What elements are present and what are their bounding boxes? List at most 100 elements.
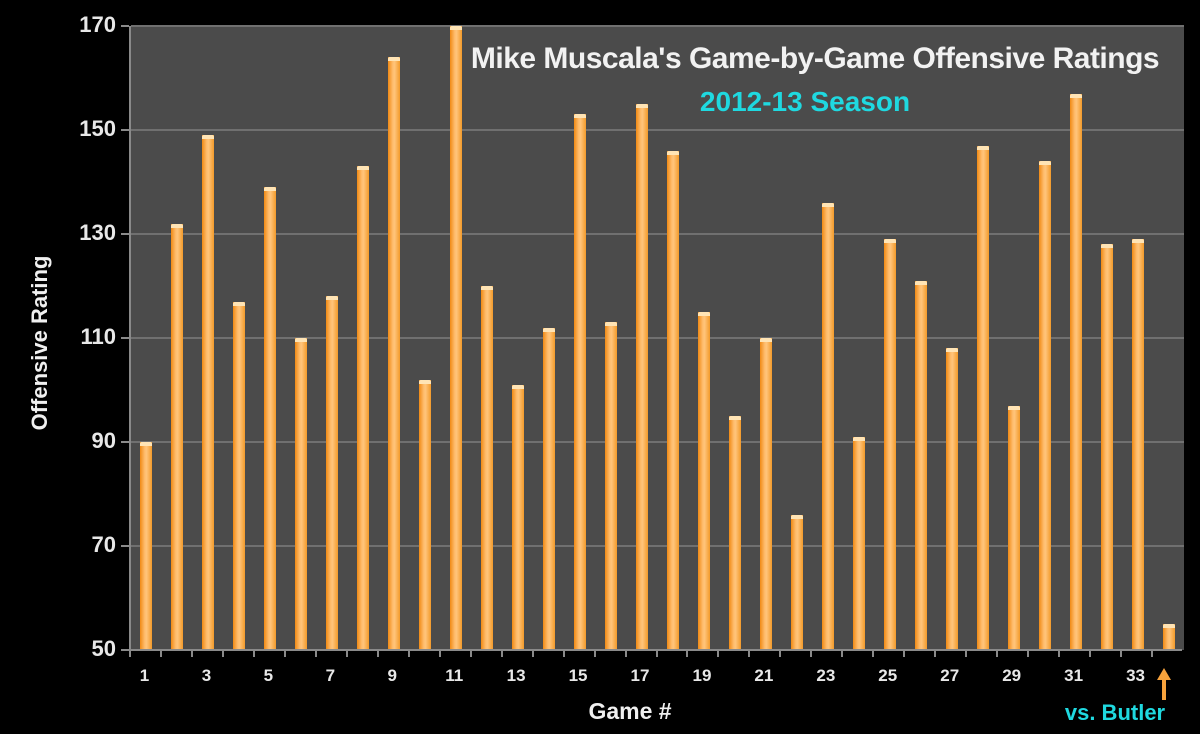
x-tick-label: 9 — [387, 666, 397, 685]
y-tick-mark — [121, 649, 129, 651]
bar-game-21 — [759, 338, 772, 650]
x-tick-label: 3 — [201, 666, 212, 685]
x-axis-title: Game # — [588, 698, 672, 724]
bar-game-25 — [883, 239, 896, 650]
x-tick-label: 23 — [816, 666, 836, 685]
arrow-up-icon — [1157, 668, 1171, 700]
x-tick-mark — [438, 651, 441, 657]
x-tick-mark — [500, 651, 503, 657]
bar-game-34 — [1162, 624, 1175, 650]
x-tick-mark — [872, 651, 875, 657]
x-tick-mark — [1058, 651, 1061, 657]
x-tick-mark — [345, 651, 348, 657]
bar-game-32 — [1100, 244, 1113, 650]
bar-game-16 — [605, 322, 618, 650]
y-tick-mark — [121, 337, 129, 339]
y-tick-mark — [121, 441, 129, 443]
x-tick-mark — [159, 651, 162, 657]
bar-game-8 — [357, 166, 370, 650]
x-tick-label: 25 — [878, 666, 898, 685]
x-tick-mark — [283, 651, 286, 657]
x-tick-label: 27 — [940, 666, 960, 685]
x-tick-mark — [1120, 651, 1123, 657]
y-tick-mark — [121, 129, 129, 131]
x-axis-line — [129, 649, 1182, 651]
x-tick-mark — [593, 651, 596, 657]
bar-game-7 — [326, 296, 339, 650]
bar-game-23 — [821, 202, 834, 650]
bar-game-28 — [976, 145, 989, 650]
bar-game-29 — [1007, 405, 1020, 650]
x-tick-label: 33 — [1126, 666, 1145, 685]
bar-game-30 — [1038, 161, 1051, 650]
gridline — [131, 337, 1184, 339]
y-tick-mark — [121, 25, 129, 27]
bar-game-5 — [264, 187, 277, 650]
x-tick-mark — [903, 651, 906, 657]
x-tick-mark — [562, 651, 565, 657]
y-tick-label: 110 — [80, 324, 117, 349]
x-tick-label: 31 — [1064, 666, 1084, 685]
x-tick-mark — [934, 651, 937, 657]
y-tick-label: 130 — [79, 220, 116, 245]
chart-subtitle: 2012-13 Season — [699, 86, 911, 117]
bar-game-6 — [295, 338, 308, 650]
x-tick-mark — [779, 651, 782, 657]
chart-title: Mike Muscala's Game-by-Game Offensive Ra… — [470, 42, 1160, 75]
bar-game-26 — [914, 280, 927, 650]
x-tick-mark — [376, 651, 379, 657]
x-tick-label: 19 — [692, 666, 712, 685]
x-tick-mark — [1027, 651, 1030, 657]
bar-game-20 — [728, 416, 741, 650]
annotation-vs-butler: vs. Butler — [1064, 700, 1166, 725]
x-tick-mark — [996, 651, 999, 657]
bar-game-2 — [171, 223, 184, 650]
x-tick-mark — [221, 651, 224, 657]
gridline — [131, 129, 1184, 131]
x-tick-label: 7 — [325, 666, 336, 685]
gridline — [131, 25, 1184, 27]
x-tick-mark — [469, 651, 472, 657]
x-tick-mark — [965, 651, 968, 657]
y-tick-label: 70 — [91, 532, 116, 557]
x-tick-mark — [252, 651, 255, 657]
gridline — [131, 233, 1184, 235]
x-tick-mark — [748, 651, 751, 657]
bar-game-24 — [852, 436, 865, 650]
x-tick-label: 13 — [506, 666, 526, 685]
x-tick-label: 29 — [1002, 666, 1022, 685]
x-tick-mark — [129, 651, 131, 657]
bar-game-3 — [202, 135, 215, 650]
x-tick-mark — [531, 651, 534, 657]
gridline — [131, 545, 1184, 547]
bar-game-9 — [388, 57, 401, 650]
x-tick-label: 15 — [568, 666, 588, 685]
y-tick-label: 150 — [79, 116, 116, 141]
x-tick-mark — [717, 651, 720, 657]
x-tick-mark — [686, 651, 689, 657]
x-tick-mark — [1089, 651, 1092, 657]
plot-area — [129, 25, 1184, 650]
bar-game-22 — [790, 514, 803, 650]
y-tick-label: 90 — [91, 428, 116, 453]
bar-game-12 — [481, 286, 494, 650]
bar-game-13 — [512, 384, 525, 650]
bar-game-18 — [666, 150, 679, 650]
x-tick-mark — [624, 651, 627, 657]
x-tick-mark — [841, 651, 844, 657]
bar-game-14 — [543, 327, 556, 650]
y-tick-mark — [121, 545, 129, 547]
bar-game-31 — [1069, 93, 1082, 650]
y-tick-mark — [121, 233, 129, 235]
x-tick-label: 21 — [754, 666, 774, 685]
x-tick-label: 1 — [139, 666, 150, 685]
y-tick-label: 50 — [91, 636, 116, 661]
x-tick-label: 5 — [263, 666, 274, 685]
bar-game-11 — [450, 26, 463, 650]
bar-game-17 — [636, 104, 648, 650]
x-tick-mark — [314, 651, 317, 657]
x-tick-mark — [1151, 651, 1154, 657]
bar-game-15 — [574, 114, 587, 650]
gridline — [131, 441, 1184, 443]
x-tick-mark — [190, 651, 193, 657]
